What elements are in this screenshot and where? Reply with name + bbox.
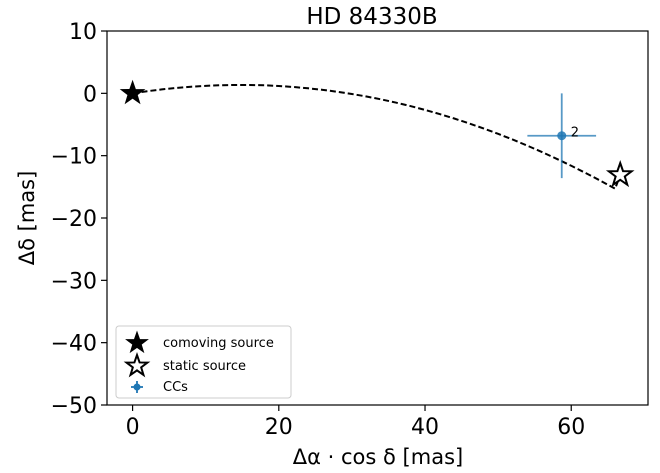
track-layer: [132, 83, 622, 191]
legend-errorbar-point-icon: [133, 383, 141, 391]
legend-entry-label: comoving source: [163, 336, 274, 351]
cc-point-label: 2: [571, 126, 579, 141]
y-tick-label: −30: [51, 269, 97, 294]
legend-box: [115, 325, 292, 399]
x-axis-label: Δα · cos δ [mas]: [293, 445, 463, 469]
y-tick-label: −10: [51, 145, 97, 170]
y-axis-label: Δδ [mas]: [15, 171, 39, 266]
y-tick-label: −40: [51, 332, 97, 357]
points-layer: 2: [119, 79, 635, 188]
x-tick-label: 60: [557, 415, 585, 440]
legend-entry-label: CCs: [163, 380, 188, 395]
axis-ticks: 0 20 40 60 10 0 −10 −20 −30 −40 −50: [51, 20, 586, 440]
legend-entry-label: static source: [163, 359, 246, 374]
static-source-star-marker: [605, 159, 635, 188]
x-tick-label: 40: [411, 415, 439, 440]
motion-track: [132, 83, 622, 191]
legend-filled-star-icon: [125, 330, 149, 354]
y-tick-label: −20: [51, 207, 97, 232]
legend: comoving source static source CCs: [115, 325, 292, 399]
x-tick-label: 0: [126, 415, 140, 440]
y-tick-label: 0: [83, 82, 97, 107]
chart-title: HD 84330B: [306, 4, 437, 30]
x-tick-label: 20: [265, 415, 293, 440]
legend-open-star-icon: [123, 351, 151, 378]
comoving-source-star-marker: [119, 79, 146, 105]
cc-point: [557, 131, 567, 141]
y-tick-label: −50: [51, 394, 97, 419]
y-tick-label: 10: [69, 20, 97, 45]
